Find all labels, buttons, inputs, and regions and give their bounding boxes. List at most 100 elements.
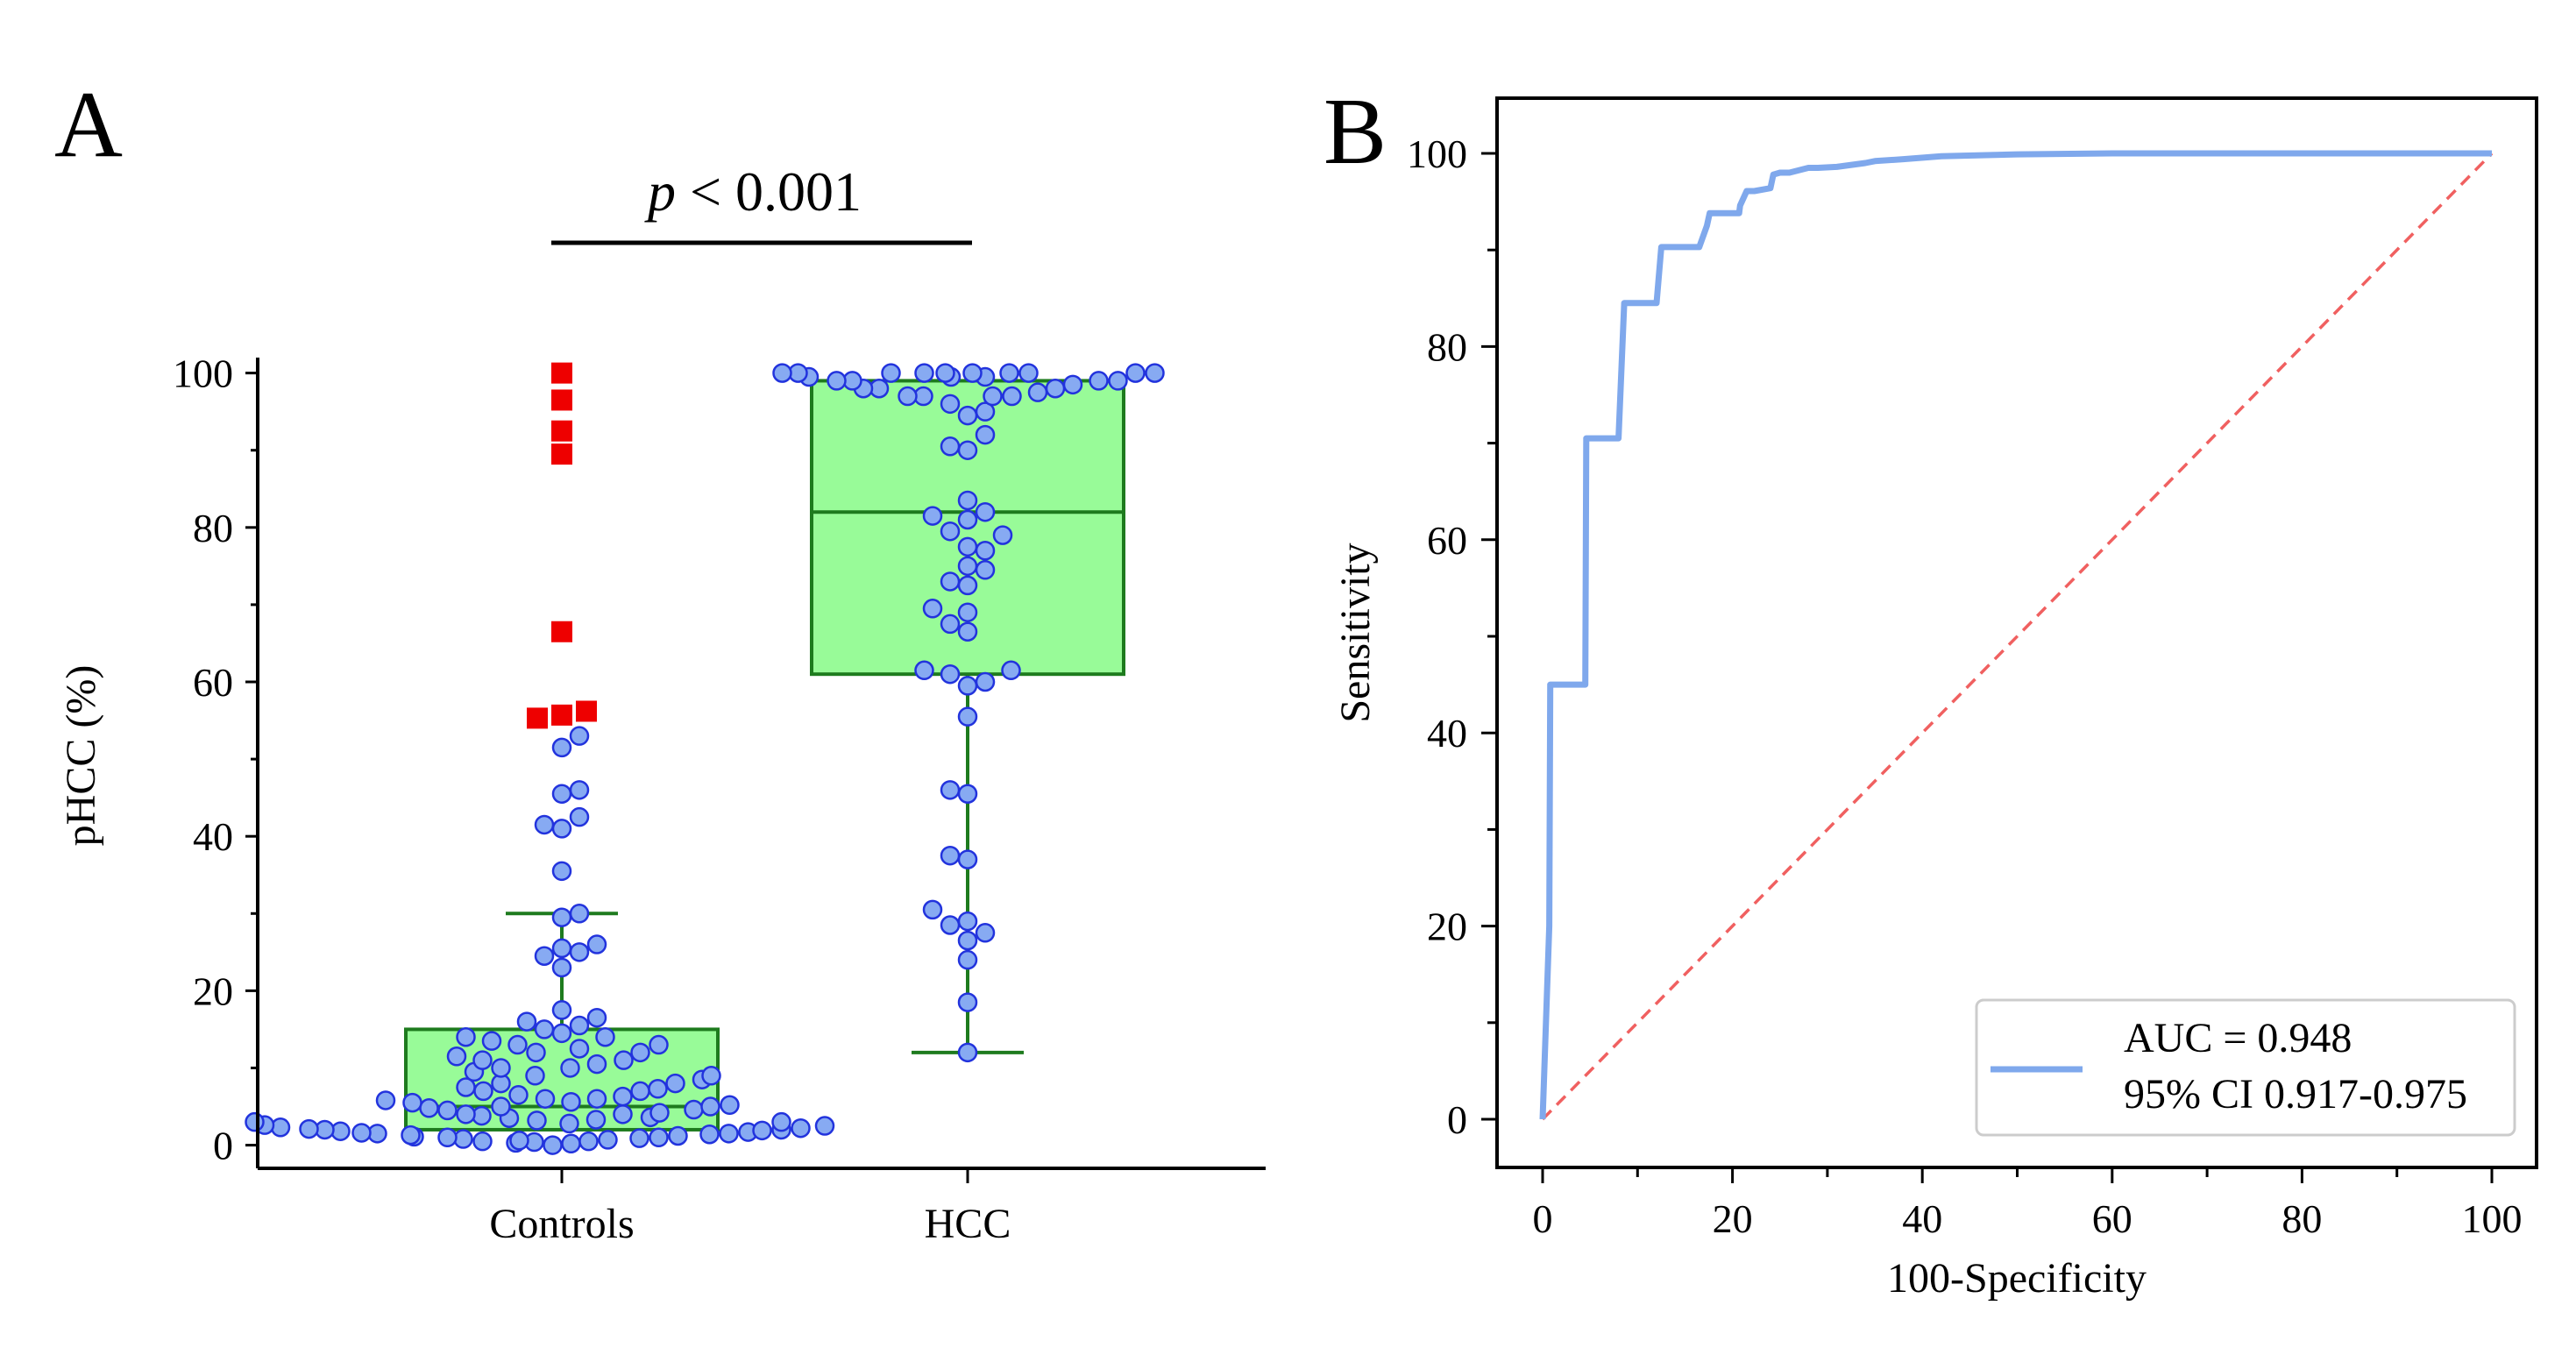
- data-point: [543, 1135, 563, 1155]
- data-point: [752, 1120, 772, 1141]
- data-point: [701, 1066, 721, 1086]
- data-point: [472, 1131, 493, 1152]
- data-point: [992, 525, 1013, 545]
- data-point: [402, 1092, 422, 1113]
- data-point: [922, 899, 943, 920]
- y-tick-label: 20: [193, 968, 233, 1013]
- x-tick-label: 80: [2281, 1196, 2322, 1241]
- panel-letter-a: A: [54, 73, 123, 177]
- data-point: [578, 1131, 599, 1152]
- data-point: [551, 907, 572, 927]
- data-point: [1145, 363, 1165, 383]
- data-point: [569, 942, 590, 962]
- data-point: [1018, 363, 1039, 383]
- outlier-point: [551, 389, 572, 411]
- data-point: [957, 602, 978, 622]
- data-point: [914, 660, 934, 681]
- panel-a: A p < 0.001 0 20 40 60 80 100 Controls HCC pHC…: [54, 73, 1266, 1247]
- data-point: [940, 521, 961, 542]
- data-point: [975, 560, 996, 580]
- data-point: [534, 946, 555, 966]
- data-point: [827, 371, 847, 391]
- data-point: [351, 1123, 372, 1143]
- data-point: [957, 849, 978, 869]
- data-point: [586, 934, 607, 954]
- x-tick-label: 0: [1533, 1196, 1553, 1241]
- data-point: [814, 1116, 835, 1136]
- outlier-point: [551, 704, 572, 726]
- data-point: [1002, 386, 1022, 407]
- y-axis-label: pHCC (%): [58, 665, 104, 847]
- legend: AUC = 0.948 95% CI 0.917-0.975: [1975, 998, 2516, 1137]
- data-point: [270, 1117, 291, 1138]
- data-point: [957, 556, 978, 577]
- data-point: [437, 1100, 458, 1121]
- data-point: [551, 938, 572, 959]
- panel-b: B 0 20 40 60 80 100 0 20 40 60 80 100 100-Specific…: [1323, 80, 2538, 1302]
- data-point: [957, 1042, 978, 1063]
- outlier-point: [576, 700, 597, 722]
- data-point: [957, 490, 978, 511]
- data-point: [401, 1125, 421, 1146]
- x-ticks: Controls HCC: [489, 1168, 1011, 1247]
- data-point: [595, 1026, 615, 1047]
- data-point: [491, 1058, 511, 1078]
- data-point: [535, 1089, 556, 1109]
- legend-auc: AUC = 0.948: [2124, 1015, 2352, 1061]
- data-point: [957, 949, 978, 970]
- y-tick-label: 80: [1427, 324, 1467, 369]
- outlier-point: [551, 362, 572, 384]
- data-point: [957, 536, 978, 557]
- data-point: [508, 1085, 529, 1105]
- outlier-point: [551, 443, 572, 465]
- data-point: [668, 1125, 688, 1146]
- data-point: [551, 737, 572, 758]
- panel-letter-b: B: [1323, 80, 1387, 184]
- data-point: [957, 575, 978, 596]
- y-tick-label: 100: [1407, 131, 1467, 176]
- data-point: [629, 1128, 649, 1148]
- data-point: [446, 1046, 467, 1067]
- data-point: [975, 424, 996, 445]
- y-ticks: 0 20 40 60 80 100: [173, 351, 258, 1168]
- data-point: [559, 1113, 579, 1134]
- data-point: [648, 1079, 668, 1099]
- data-point: [940, 780, 961, 800]
- data-point: [569, 1015, 590, 1036]
- data-point: [957, 676, 978, 696]
- data-point: [649, 1127, 669, 1148]
- data-point: [922, 599, 943, 619]
- data-point: [526, 1042, 546, 1063]
- data-point: [957, 706, 978, 727]
- x-axis-label: 100-Specificity: [1887, 1255, 2147, 1302]
- data-point: [569, 780, 590, 800]
- data-point: [586, 1089, 607, 1109]
- data-point: [551, 819, 572, 839]
- data-point: [914, 363, 934, 383]
- reference-diagonal-line: [1541, 152, 2494, 1121]
- data-point: [569, 726, 590, 746]
- data-point: [527, 1110, 547, 1131]
- data-point: [699, 1124, 720, 1145]
- roc-curve: [1539, 150, 2492, 1120]
- data-point: [684, 1099, 704, 1120]
- outlier-point: [527, 707, 548, 729]
- y-tick-label: 80: [193, 506, 233, 550]
- data-point: [922, 506, 943, 526]
- data-point: [585, 1110, 607, 1130]
- data-point: [940, 571, 961, 592]
- data-point: [491, 1096, 511, 1117]
- data-point: [1125, 363, 1146, 383]
- data-point: [999, 363, 1019, 383]
- data-point: [720, 1095, 740, 1116]
- data-point: [983, 386, 1003, 407]
- data-point: [649, 1034, 669, 1055]
- data-point: [551, 1000, 572, 1020]
- data-point: [957, 440, 978, 460]
- data-point: [700, 1096, 720, 1117]
- data-point: [791, 1117, 811, 1139]
- legend-ci: 95% CI 0.917-0.975: [2124, 1071, 2467, 1117]
- data-point: [509, 1131, 529, 1151]
- data-point: [507, 1034, 528, 1055]
- data-point: [975, 540, 996, 561]
